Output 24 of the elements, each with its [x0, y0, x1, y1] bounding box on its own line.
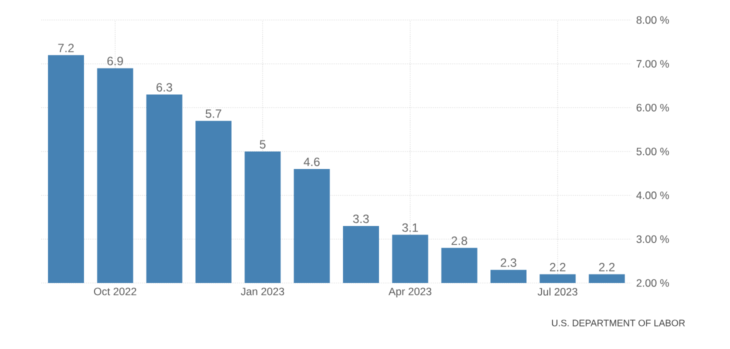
data-label: 6.3 — [156, 83, 172, 92]
text: U.S. DEPARTMENT OF LABOR — [552, 320, 685, 326]
x-tick-label: Apr 2023 — [388, 288, 432, 298]
data-label: 3.3 — [353, 214, 369, 224]
x-tick-label: Oct 2022 — [94, 288, 136, 296]
data-label: 7.2 — [58, 44, 74, 52]
data-label: 2.2 — [599, 262, 615, 272]
y-tick-label: 6.00 % — [636, 104, 669, 112]
x-tick-label: Jan 2023 — [240, 288, 284, 296]
y-tick-label: 2.00 % — [636, 279, 669, 287]
data-label: 4.6 — [304, 158, 320, 166]
y-tick-label: 3.00 % — [636, 235, 669, 243]
y-tick-label: 5.00 % — [636, 148, 669, 156]
y-tick-label: 4.00 % — [636, 192, 669, 200]
data-label: 2.2 — [550, 262, 566, 272]
data-label: 6.9 — [107, 56, 123, 66]
data-label: 2.3 — [500, 258, 516, 267]
data-label: 5 — [260, 140, 266, 149]
data-label: 2.8 — [452, 236, 468, 246]
y-tick-label: 8.00 % — [636, 16, 669, 24]
x-tick-label: Jul 2023 — [538, 288, 578, 296]
y-tick-label: 7.00 % — [636, 60, 669, 68]
data-label: 5.7 — [206, 110, 222, 118]
data-label: 3.1 — [402, 223, 418, 232]
